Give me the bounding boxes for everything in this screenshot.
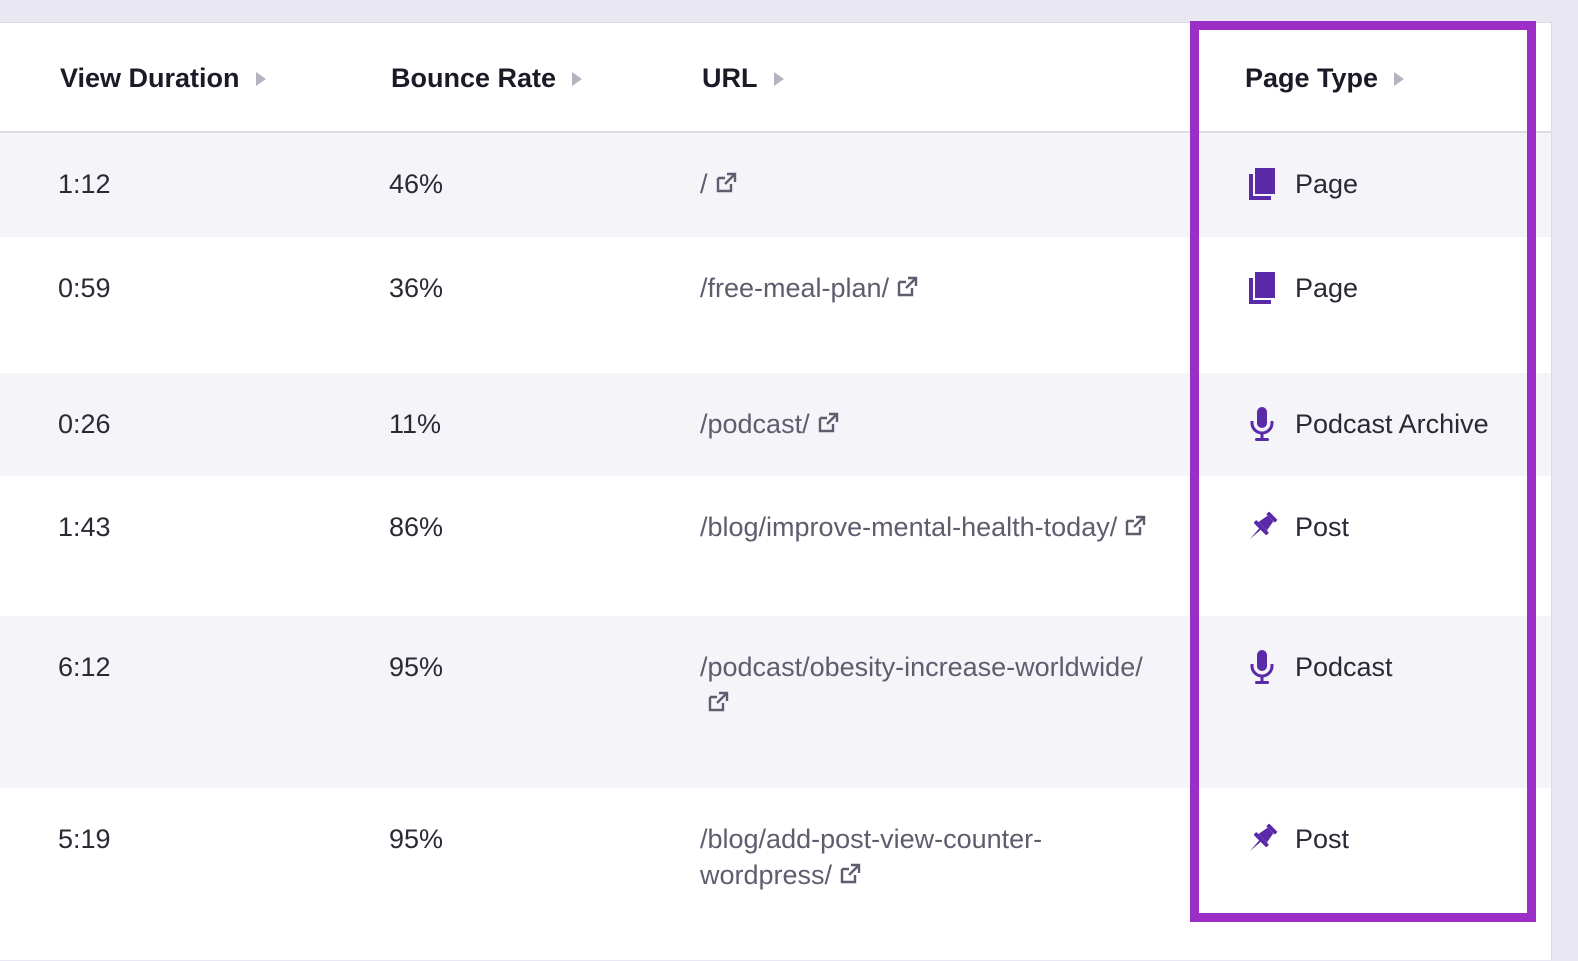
view-duration-cell: 1:43 <box>58 512 111 542</box>
url-link[interactable]: /free-meal-plan/ <box>700 273 890 303</box>
sort-arrow-icon[interactable] <box>255 71 266 86</box>
microphone-icon <box>1245 406 1295 442</box>
bounce-rate-cell: 86% <box>389 512 444 542</box>
view-duration-cell: 0:59 <box>58 273 111 303</box>
page-type-cell: Podcast Archive <box>1245 406 1489 442</box>
page-type-label: Page <box>1295 273 1359 303</box>
page-type-label: Post <box>1295 512 1350 542</box>
view-duration-cell: 0:26 <box>58 409 111 439</box>
bounce-rate-cell: 95% <box>389 652 444 682</box>
bounce-rate-cell: 11% <box>389 409 442 439</box>
bounce-rate-cell: 95% <box>389 824 444 854</box>
external-link-icon[interactable] <box>714 171 738 195</box>
microphone-icon <box>1245 649 1295 685</box>
page-type-label: Podcast Archive <box>1295 409 1489 439</box>
column-header-label: View Duration <box>60 63 240 93</box>
external-link-icon[interactable] <box>895 275 919 299</box>
url-cell[interactable]: / <box>700 166 1150 202</box>
analytics-table: View Duration Bounce Rate URL Page Type … <box>0 22 1552 960</box>
page-type-cell: Podcast <box>1245 649 1393 685</box>
external-link-icon[interactable] <box>1123 514 1147 538</box>
url-link[interactable]: /blog/add-post-view-counter-wordpress/ <box>700 824 1043 890</box>
view-duration-cell: 6:12 <box>58 652 111 682</box>
page-type-cell: Page <box>1245 166 1358 202</box>
pin-icon <box>1245 821 1295 857</box>
column-header-label: Bounce Rate <box>391 63 557 93</box>
table-row: 5:19 95% /blog/add-post-view-counter-wordp… <box>0 788 1551 961</box>
view-duration-cell: 5:19 <box>58 824 111 854</box>
url-link[interactable]: /podcast/ <box>700 409 810 439</box>
table-row: 6:12 95% /podcast/obesity-increase-worldwi… <box>0 616 1551 788</box>
page-icon <box>1245 270 1295 306</box>
page-type-cell: Page <box>1245 270 1358 306</box>
column-header-view-duration[interactable]: View Duration <box>60 63 266 94</box>
column-header-label: URL <box>702 63 758 93</box>
bounce-rate-cell: 46% <box>389 169 444 199</box>
url-cell[interactable]: /podcast/obesity-increase-worldwide/ <box>700 649 1150 721</box>
sort-arrow-icon[interactable] <box>1394 71 1405 86</box>
bounce-rate-cell: 36% <box>389 273 444 303</box>
url-link[interactable]: / <box>700 169 708 199</box>
table-row: 1:12 46% / Page <box>0 133 1551 237</box>
page-icon <box>1245 166 1295 202</box>
page-type-cell: Post <box>1245 821 1349 857</box>
table-row: 1:43 86% /blog/improve-mental-health-today… <box>0 476 1551 616</box>
page-type-label: Post <box>1295 824 1350 854</box>
url-link[interactable]: /podcast/obesity-increase-worldwide/ <box>700 652 1143 682</box>
page-type-label: Page <box>1295 169 1359 199</box>
table-row: 0:26 11% /podcast/Podcast Archive <box>0 373 1551 476</box>
sort-arrow-icon[interactable] <box>773 71 784 86</box>
table-header: View Duration Bounce Rate URL Page Type <box>0 23 1551 133</box>
view-duration-cell: 1:12 <box>58 169 111 199</box>
url-cell[interactable]: /blog/improve-mental-health-today/ <box>700 509 1150 545</box>
external-link-icon[interactable] <box>816 411 840 435</box>
url-cell[interactable]: /blog/add-post-view-counter-wordpress/ <box>700 821 1150 893</box>
column-header-bounce-rate[interactable]: Bounce Rate <box>391 63 583 94</box>
column-header-url[interactable]: URL <box>702 63 784 94</box>
column-header-page-type[interactable]: Page Type <box>1245 63 1405 94</box>
table-row: 0:59 36% /free-meal-plan/Page <box>0 237 1551 373</box>
url-cell[interactable]: /podcast/ <box>700 406 1150 442</box>
page-type-cell: Post <box>1245 509 1349 545</box>
url-link[interactable]: /blog/improve-mental-health-today/ <box>700 512 1118 542</box>
sort-arrow-icon[interactable] <box>572 71 583 86</box>
external-link-icon[interactable] <box>706 690 730 714</box>
external-link-icon[interactable] <box>838 862 862 886</box>
column-header-label: Page Type <box>1245 63 1379 93</box>
url-cell[interactable]: /free-meal-plan/ <box>700 270 1150 306</box>
pin-icon <box>1245 509 1295 545</box>
page-type-label: Podcast <box>1295 652 1393 682</box>
